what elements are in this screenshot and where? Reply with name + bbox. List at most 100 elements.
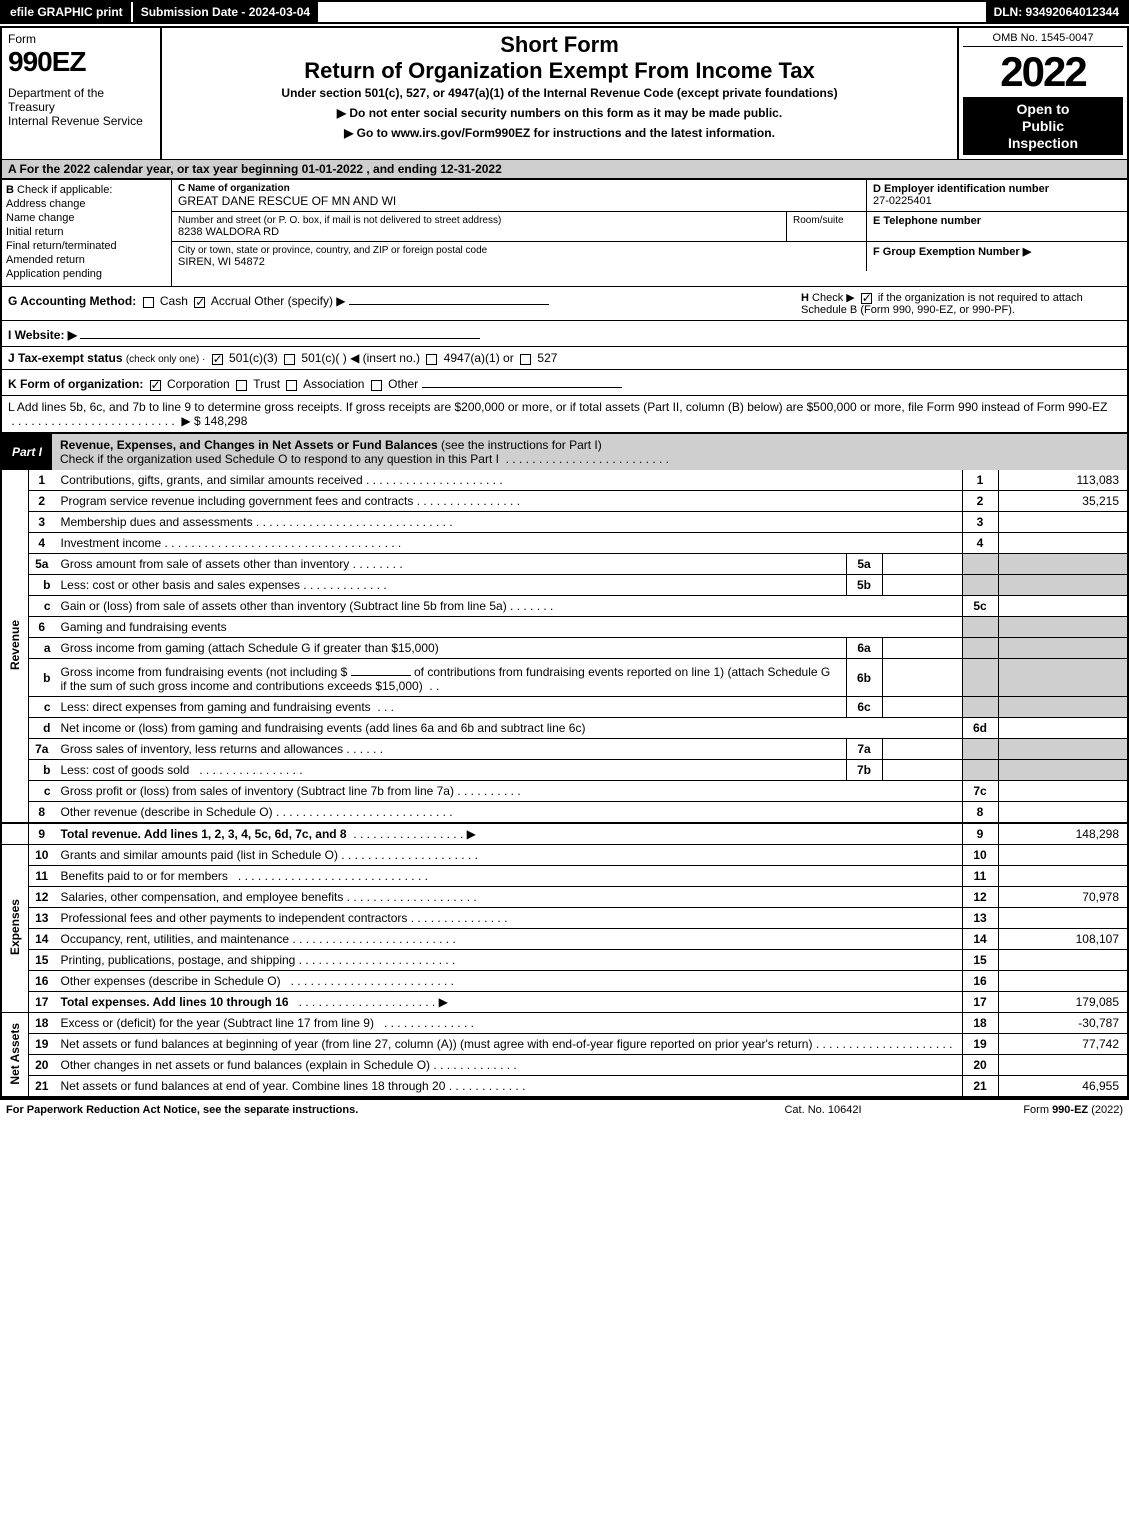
d-label: D Employer identification number xyxy=(873,183,1121,195)
amount-12: 70,978 xyxy=(998,887,1128,908)
sidebar-expenses: Expenses xyxy=(1,845,29,1013)
room-suite: Room/suite xyxy=(787,212,867,241)
inspection-open: Open to xyxy=(967,101,1119,118)
g-label: G Accounting Method: xyxy=(8,294,136,308)
line-19: 19 Net assets or fund balances at beginn… xyxy=(1,1034,1128,1055)
line-4: 4 Investment income . . . . . . . . . . … xyxy=(1,533,1128,554)
h-label: H xyxy=(801,292,809,304)
subtitle: Under section 501(c), 527, or 4947(a)(1)… xyxy=(168,86,951,100)
title-short-form: Short Form xyxy=(168,32,951,58)
section-gh: G Accounting Method: Cash Accrual Other … xyxy=(0,287,1129,321)
line-7b: b Less: cost of goods sold . . . . . . .… xyxy=(1,760,1128,781)
amount-15 xyxy=(998,950,1128,971)
header-right: OMB No. 1545-0047 2022 Open to Public In… xyxy=(957,28,1127,159)
omb-number: OMB No. 1545-0047 xyxy=(963,32,1123,47)
amount-6d xyxy=(998,718,1128,739)
cb-4947[interactable] xyxy=(426,354,437,365)
other-method-input[interactable] xyxy=(349,291,549,305)
cb-corporation[interactable] xyxy=(150,380,161,391)
tax-year: 2022 xyxy=(963,51,1123,93)
part1-header: Part I Revenue, Expenses, and Changes in… xyxy=(0,434,1129,470)
line-5b: b Less: cost or other basis and sales ex… xyxy=(1,575,1128,596)
part1-tag: Part I xyxy=(2,441,52,463)
amount-19: 77,742 xyxy=(998,1034,1128,1055)
city-state-zip: SIREN, WI 54872 xyxy=(178,256,860,268)
line-7a: 7a Gross sales of inventory, less return… xyxy=(1,739,1128,760)
l-text: L Add lines 5b, 6c, and 7b to line 9 to … xyxy=(8,400,1107,414)
cb-amended-return[interactable]: Amended return xyxy=(6,254,167,266)
section-b: B Check if applicable: Address change Na… xyxy=(2,180,172,286)
amount-14: 108,107 xyxy=(998,929,1128,950)
cb-other-org[interactable] xyxy=(371,380,382,391)
amount-2: 35,215 xyxy=(998,491,1128,512)
section-d: D Employer identification number 27-0225… xyxy=(867,180,1127,212)
line-6a: a Gross income from gaming (attach Sched… xyxy=(1,638,1128,659)
line-13: 13 Professional fees and other payments … xyxy=(1,908,1128,929)
line-6c: c Less: direct expenses from gaming and … xyxy=(1,697,1128,718)
e-label: E Telephone number xyxy=(873,215,1121,227)
cb-527[interactable] xyxy=(520,354,531,365)
line-20: 20 Other changes in net assets or fund b… xyxy=(1,1055,1128,1076)
section-cdef: C Name of organization GREAT DANE RESCUE… xyxy=(172,180,1127,286)
website-input[interactable] xyxy=(80,325,480,339)
efile-label: efile GRAPHIC print xyxy=(2,2,131,22)
part1-title: Revenue, Expenses, and Changes in Net As… xyxy=(52,434,1127,470)
cb-trust[interactable] xyxy=(236,380,247,391)
section-f: F Group Exemption Number ▶ xyxy=(867,242,1127,271)
section-j: J Tax-exempt status (check only one) · 5… xyxy=(0,347,1129,370)
k-label: K Form of organization: xyxy=(8,377,143,391)
line-2: 2 Program service revenue including gove… xyxy=(1,491,1128,512)
cb-address-change[interactable]: Address change xyxy=(6,198,167,210)
footer-left: For Paperwork Reduction Act Notice, see … xyxy=(6,1104,723,1116)
top-bar: efile GRAPHIC print Submission Date - 20… xyxy=(0,0,1129,24)
section-e: E Telephone number xyxy=(867,212,1127,241)
form-word: Form xyxy=(8,32,154,46)
amount-10 xyxy=(998,845,1128,866)
line-14: 14 Occupancy, rent, utilities, and maint… xyxy=(1,929,1128,950)
other-org-input[interactable] xyxy=(422,374,622,388)
cb-association[interactable] xyxy=(286,380,297,391)
line-9: 9 Total revenue. Add lines 1, 2, 3, 4, 5… xyxy=(1,823,1128,845)
cb-final-return[interactable]: Final return/terminated xyxy=(6,240,167,252)
cb-name-change[interactable]: Name change xyxy=(6,212,167,224)
amount-1: 113,083 xyxy=(998,470,1128,491)
c-label: C Name of organization xyxy=(178,183,860,194)
form-number: 990EZ xyxy=(8,46,154,78)
j-label: J Tax-exempt status xyxy=(8,351,123,365)
cb-501c[interactable] xyxy=(284,354,295,365)
topbar-spacer xyxy=(318,2,985,22)
cb-application-pending[interactable]: Application pending xyxy=(6,268,167,280)
amount-5c xyxy=(998,596,1128,617)
cb-schedule-b[interactable] xyxy=(861,293,872,304)
org-name: GREAT DANE RESCUE OF MN AND WI xyxy=(178,194,860,208)
l-arrow: ▶ $ xyxy=(181,414,200,428)
f-label: F Group Exemption Number ▶ xyxy=(873,245,1121,258)
line-6b: b Gross income from fundraising events (… xyxy=(1,659,1128,697)
h-check: Check ▶ xyxy=(812,292,855,304)
line-15: 15 Printing, publications, postage, and … xyxy=(1,950,1128,971)
room-label: Room/suite xyxy=(793,215,860,226)
section-l: L Add lines 5b, 6c, and 7b to line 9 to … xyxy=(0,396,1129,434)
footer-center: Cat. No. 10642I xyxy=(723,1104,923,1116)
line-1: Revenue 1 Contributions, gifts, grants, … xyxy=(1,470,1128,491)
sidebar-netassets: Net Assets xyxy=(1,1013,29,1098)
amount-20 xyxy=(998,1055,1128,1076)
cb-initial-return[interactable]: Initial return xyxy=(6,226,167,238)
section-h: H Check ▶ if the organization is not req… xyxy=(801,291,1121,316)
street-address: 8238 WALDORA RD xyxy=(178,226,780,238)
cb-accrual[interactable] xyxy=(194,297,205,308)
line-18: Net Assets 18 Excess or (deficit) for th… xyxy=(1,1013,1128,1034)
header-left: Form 990EZ Department of the Treasury In… xyxy=(2,28,162,159)
line-6d: d Net income or (loss) from gaming and f… xyxy=(1,718,1128,739)
cb-501c3[interactable] xyxy=(212,354,223,365)
addr-label: Number and street (or P. O. box, if mail… xyxy=(178,215,780,226)
amount-11 xyxy=(998,866,1128,887)
fundraising-amount-input[interactable] xyxy=(351,662,411,676)
line-8: 8 Other revenue (describe in Schedule O)… xyxy=(1,802,1128,824)
cb-cash[interactable] xyxy=(143,297,154,308)
line-5a: 5a Gross amount from sale of assets othe… xyxy=(1,554,1128,575)
amount-7c xyxy=(998,781,1128,802)
inspection-public: Public xyxy=(967,118,1119,135)
amount-4 xyxy=(998,533,1128,554)
instruction-ssn: ▶ Do not enter social security numbers o… xyxy=(168,106,951,120)
